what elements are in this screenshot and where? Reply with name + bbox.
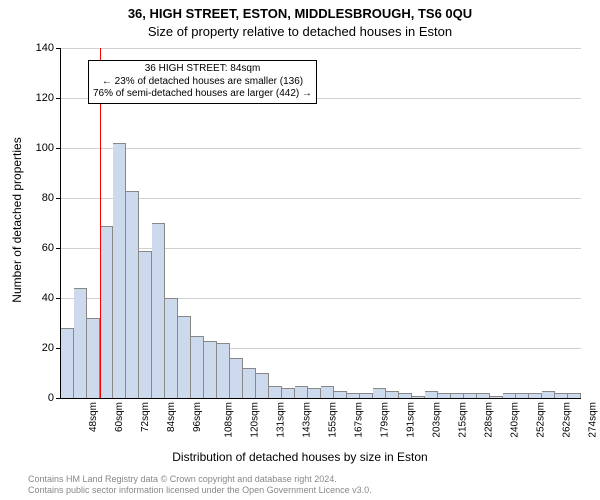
ytick-label: 20	[24, 342, 54, 354]
bar	[308, 388, 321, 398]
bar	[503, 393, 516, 398]
bar	[295, 386, 308, 399]
bar	[412, 396, 425, 399]
bar	[191, 336, 204, 399]
bar	[529, 393, 542, 398]
bar	[178, 316, 191, 399]
xtick-label: 155sqm	[328, 402, 339, 438]
bar	[87, 318, 100, 398]
xtick-label: 72sqm	[140, 402, 151, 432]
xtick-label: 191sqm	[406, 402, 417, 438]
bar	[269, 386, 282, 399]
bar	[282, 388, 295, 398]
bar	[100, 226, 113, 399]
bar	[256, 373, 269, 398]
bar	[555, 393, 568, 398]
bar	[425, 391, 438, 399]
bar	[568, 393, 581, 398]
ytick-label: 100	[24, 142, 54, 154]
ytick-label: 80	[24, 192, 54, 204]
chart-title-main: 36, HIGH STREET, ESTON, MIDDLESBROUGH, T…	[0, 6, 600, 21]
bar	[477, 393, 490, 398]
bar	[61, 328, 74, 398]
bar	[204, 341, 217, 399]
xtick-label: 203sqm	[432, 402, 443, 438]
ytick-label: 40	[24, 292, 54, 304]
chart-title-sub: Size of property relative to detached ho…	[0, 24, 600, 39]
annotation-line2: ← 23% of detached houses are smaller (13…	[93, 76, 312, 89]
bar	[334, 391, 347, 399]
xtick-label: 96sqm	[192, 402, 203, 432]
xtick-label: 60sqm	[114, 402, 125, 432]
annotation-line3: 76% of semi-detached houses are larger (…	[93, 88, 312, 101]
bar	[139, 251, 152, 399]
xtick-label: 131sqm	[276, 402, 287, 438]
xtick-label: 167sqm	[354, 402, 365, 438]
ytick-label: 140	[24, 42, 54, 54]
footer-line1: Contains HM Land Registry data © Crown c…	[28, 474, 372, 485]
bar	[321, 386, 334, 399]
xtick-label: 274sqm	[588, 402, 599, 438]
bar	[386, 391, 399, 399]
footer-line2: Contains public sector information licen…	[28, 485, 372, 496]
bar	[373, 388, 386, 398]
xtick-label: 262sqm	[562, 402, 573, 438]
xtick-label: 240sqm	[510, 402, 521, 438]
bar	[542, 391, 555, 399]
bar	[165, 298, 178, 398]
annotation-line1: 36 HIGH STREET: 84sqm	[93, 63, 312, 76]
bar	[347, 393, 360, 398]
bar	[464, 393, 477, 398]
xtick-label: 179sqm	[380, 402, 391, 438]
ytick-label: 0	[24, 392, 54, 404]
annotation-box: 36 HIGH STREET: 84sqm ← 23% of detached …	[88, 60, 317, 104]
footer: Contains HM Land Registry data © Crown c…	[28, 474, 372, 496]
bar	[113, 143, 126, 398]
bar	[490, 396, 503, 399]
bar	[243, 368, 256, 398]
y-axis-label: Number of detached properties	[10, 137, 24, 302]
bar	[399, 393, 412, 398]
bar	[217, 343, 230, 398]
bar	[516, 393, 529, 398]
bar	[126, 191, 139, 399]
x-axis-label: Distribution of detached houses by size …	[0, 450, 600, 464]
bar	[230, 358, 243, 398]
xtick-label: 228sqm	[484, 402, 495, 438]
bar	[438, 393, 451, 398]
bar	[451, 393, 464, 398]
xtick-label: 252sqm	[536, 402, 547, 438]
chart-container: 36, HIGH STREET, ESTON, MIDDLESBROUGH, T…	[0, 0, 600, 500]
bar	[152, 223, 165, 398]
xtick-label: 215sqm	[458, 402, 469, 438]
xtick-label: 48sqm	[88, 402, 99, 432]
bar	[360, 393, 373, 398]
xtick-label: 84sqm	[166, 402, 177, 432]
ytick-label: 60	[24, 242, 54, 254]
xtick-label: 120sqm	[250, 402, 261, 438]
ytick-label: 120	[24, 92, 54, 104]
bar	[74, 288, 87, 398]
xtick-label: 108sqm	[224, 402, 235, 438]
xtick-label: 143sqm	[302, 402, 313, 438]
